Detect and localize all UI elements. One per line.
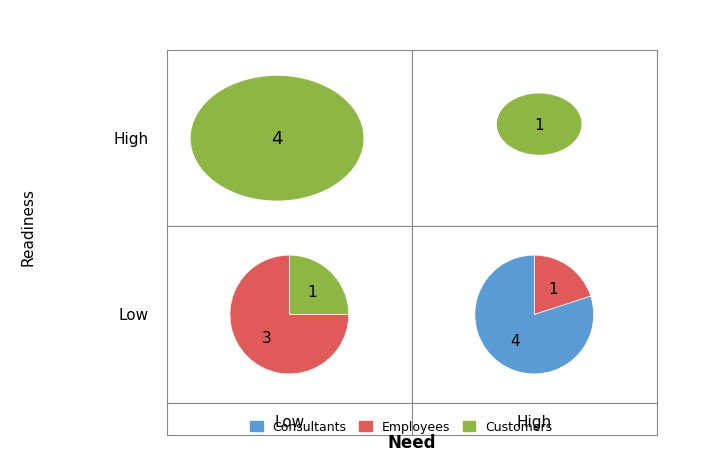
Text: High: High <box>517 414 552 429</box>
Text: Low: Low <box>119 307 149 322</box>
Legend: Consultants, Employees, Customers: Consultants, Employees, Customers <box>245 415 557 438</box>
Wedge shape <box>534 256 591 315</box>
Text: Low: Low <box>274 414 305 429</box>
Text: 4: 4 <box>271 130 283 148</box>
Text: Readiness: Readiness <box>21 188 36 266</box>
Text: 1: 1 <box>549 281 558 296</box>
Wedge shape <box>475 256 594 374</box>
Text: Need: Need <box>388 433 436 451</box>
Text: 3: 3 <box>261 331 271 345</box>
Circle shape <box>498 95 581 155</box>
Wedge shape <box>289 256 349 315</box>
Text: High: High <box>114 131 149 146</box>
Text: 1: 1 <box>535 117 544 132</box>
Circle shape <box>192 77 363 200</box>
Text: 4: 4 <box>510 334 520 349</box>
Text: 1: 1 <box>307 284 317 299</box>
Wedge shape <box>230 256 349 374</box>
